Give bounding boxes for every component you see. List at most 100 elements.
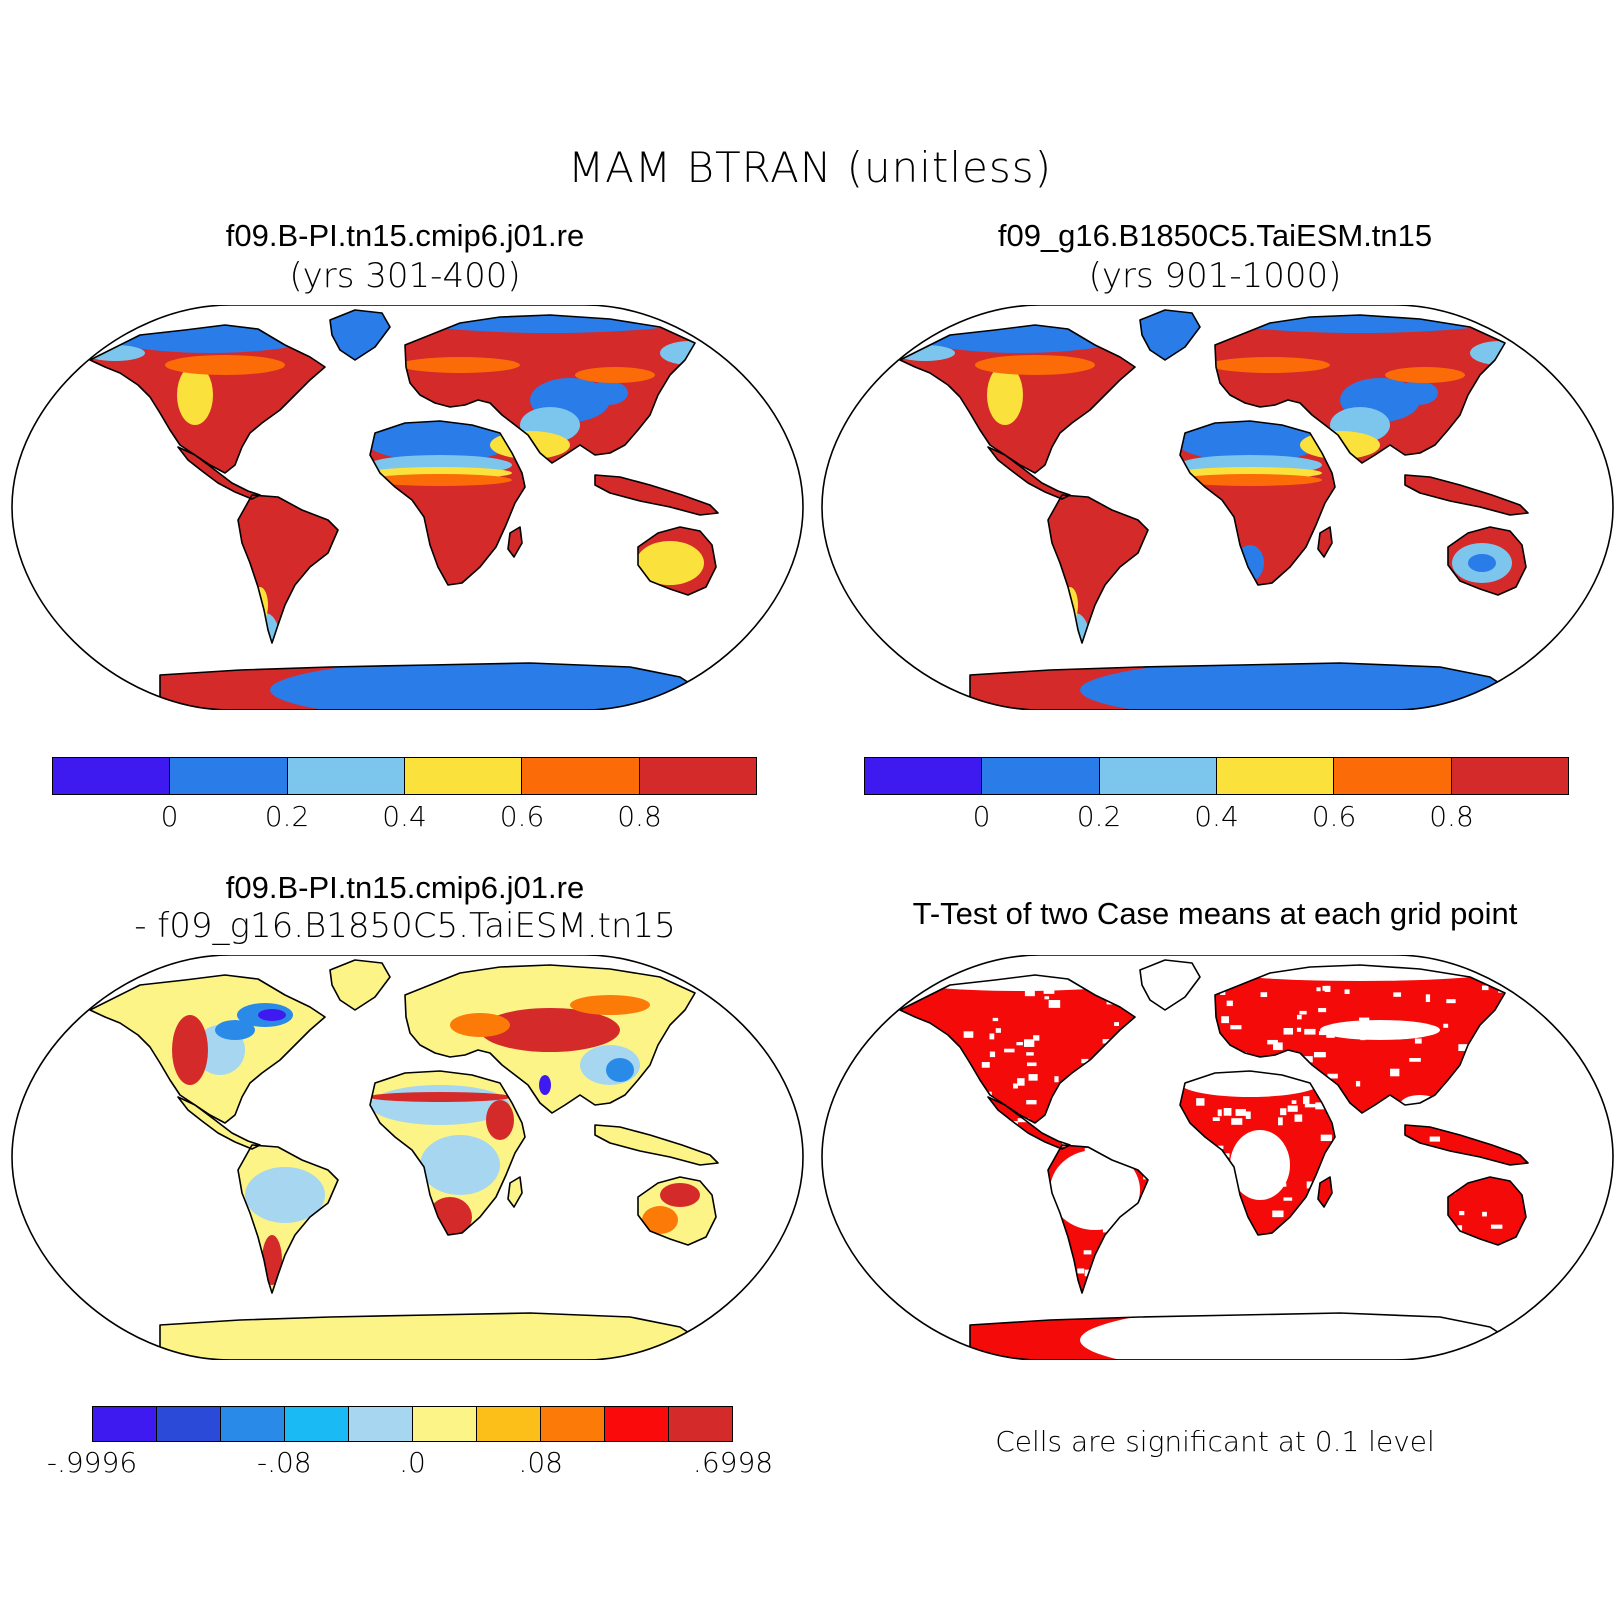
nonsignificant-cell xyxy=(1392,1025,1399,1029)
negative-small xyxy=(245,1167,325,1223)
nonsignificant-cell xyxy=(1304,1028,1316,1035)
nonsignificant-cell xyxy=(1023,1039,1035,1047)
nonsignificant-cell xyxy=(1084,1148,1095,1154)
coastline-northAmerica xyxy=(89,324,326,474)
moist-region xyxy=(1210,357,1330,373)
nonsignificant-cell xyxy=(1327,1073,1338,1079)
nonsignificant-cell xyxy=(1490,1224,1503,1229)
nonsignificant-cell xyxy=(1081,1058,1089,1064)
coastline-southAmerica xyxy=(1047,1144,1149,1294)
nonsignificant-cell xyxy=(1299,1010,1307,1015)
nonsignificant-cell xyxy=(963,1031,974,1038)
coastline-seAsia xyxy=(594,474,719,516)
coastline-madagascar xyxy=(1317,1176,1333,1208)
nonsignificant-cell xyxy=(1303,1096,1310,1104)
nonsignificant-cell xyxy=(1459,1210,1465,1216)
nonsignificant-cell xyxy=(1458,1044,1470,1051)
nonsignificant-cell xyxy=(1304,1103,1316,1108)
negative-small xyxy=(420,1135,500,1195)
colorbar-swatch xyxy=(605,1407,669,1441)
colorbar-tick-label: .6998 xyxy=(692,1446,774,1479)
panel2-subtitle: (yrs 901-1000) xyxy=(1088,256,1342,296)
coastline-eurasia xyxy=(1214,964,1506,1114)
nonsignificant-cell xyxy=(1313,1052,1326,1058)
nonsignificant-cell xyxy=(1296,1014,1302,1020)
moist-region xyxy=(975,355,1095,375)
colorbar-tick-label: 0.8 xyxy=(617,800,662,833)
nonsignificant-cell xyxy=(1033,1035,1040,1041)
nonsignificant-cell xyxy=(1114,1022,1120,1026)
coastline-africa xyxy=(369,1070,526,1236)
panel2-map xyxy=(821,305,1614,710)
colorbar-swatch xyxy=(1334,758,1452,794)
colorbar-swatch xyxy=(522,758,640,794)
colorbar-tick-label: -.9996 xyxy=(46,1446,138,1479)
colorbar-tick-label: 0.6 xyxy=(499,800,545,833)
coastline-southAmerica xyxy=(237,1144,339,1294)
nonsignificant-cell xyxy=(1315,1102,1326,1110)
colorbar-swatch xyxy=(1099,758,1217,794)
colorbar-swatch xyxy=(53,758,171,794)
positive-large xyxy=(486,1100,514,1140)
nonsignificant-cell xyxy=(1217,1109,1222,1117)
coastline-seAsia xyxy=(594,1124,719,1166)
nonsignificant-cell xyxy=(1235,1109,1246,1116)
nonsignificant-cell xyxy=(1212,1117,1220,1121)
panel1-title: f09.B-PI.tn15.cmip6.j01.re xyxy=(225,218,585,253)
nonsignificant-cell xyxy=(1318,1007,1327,1013)
nonsignificant-cell xyxy=(1112,1170,1121,1177)
colorbar-swatch xyxy=(93,1407,157,1441)
coastline-centralAmerica xyxy=(987,1096,1071,1150)
nonsignificant-cell xyxy=(1223,1107,1232,1116)
map-frame xyxy=(821,955,1614,1360)
nonsignificant-cell xyxy=(1278,1117,1283,1126)
moist-region xyxy=(400,357,520,373)
moist-region xyxy=(1178,474,1322,486)
nonsignificant-cell xyxy=(1016,1041,1023,1046)
coastline-northAmerica xyxy=(89,974,326,1124)
nonsignificant-cells xyxy=(1320,1020,1440,1040)
coastline-eurasia xyxy=(1214,314,1506,464)
positive-large xyxy=(172,1015,208,1085)
nonsignificant-cells xyxy=(1080,1300,1528,1360)
dry-region xyxy=(1210,310,1510,333)
coastline-centralAmerica xyxy=(987,446,1071,500)
nonsignificant-cell xyxy=(1443,1023,1449,1028)
moist-region xyxy=(165,355,285,375)
coastline-australia xyxy=(637,1176,717,1246)
colorbar-swatch xyxy=(1216,758,1335,794)
nonsignificant-cell xyxy=(1359,1017,1370,1025)
figure-title: MAM BTRAN (unitless) xyxy=(567,143,1053,192)
colorbar-tick-label: 0.2 xyxy=(1076,800,1122,833)
nonsignificant-cell xyxy=(1306,1181,1313,1189)
map-frame xyxy=(11,305,804,710)
nonsignificant-cell xyxy=(1013,1083,1018,1089)
positive-mid xyxy=(642,1206,678,1234)
panel3-title: f09.B-PI.tn15.cmip6.j01.re xyxy=(225,870,585,905)
nonsignificant-cell xyxy=(1102,1226,1114,1233)
nonsignificant-cell xyxy=(1027,1062,1037,1067)
negative-large xyxy=(258,1009,286,1021)
coastline-greenland xyxy=(1139,309,1201,361)
nonsignificant-cell xyxy=(1393,992,1402,997)
nonsignificant-cell xyxy=(1231,1118,1243,1125)
nonsignificant-cell xyxy=(1287,1105,1298,1112)
nonsignificant-cell xyxy=(989,1033,995,1040)
colorbar-swatch xyxy=(157,1407,221,1441)
colorbar-swatch xyxy=(285,1407,349,1441)
nonsignificant-cell xyxy=(1054,1076,1059,1083)
panel4-title: T-Test of two Case means at each grid po… xyxy=(912,896,1518,931)
panel3-map xyxy=(11,955,804,1360)
dry-region xyxy=(1398,381,1438,405)
nonsignificant-cell xyxy=(1272,1210,1284,1218)
panel1-colorbar xyxy=(52,757,757,795)
nonsignificant-cell xyxy=(989,1051,996,1058)
coastline-southAmerica xyxy=(237,494,339,644)
australia-interior xyxy=(636,541,704,585)
positive-large xyxy=(660,1183,700,1207)
positive-large xyxy=(368,1092,512,1102)
nonsignificant-cell xyxy=(1004,1048,1015,1053)
coastline-greenland xyxy=(329,309,391,361)
panel1-map xyxy=(11,305,804,710)
negative-mid xyxy=(215,1020,255,1040)
